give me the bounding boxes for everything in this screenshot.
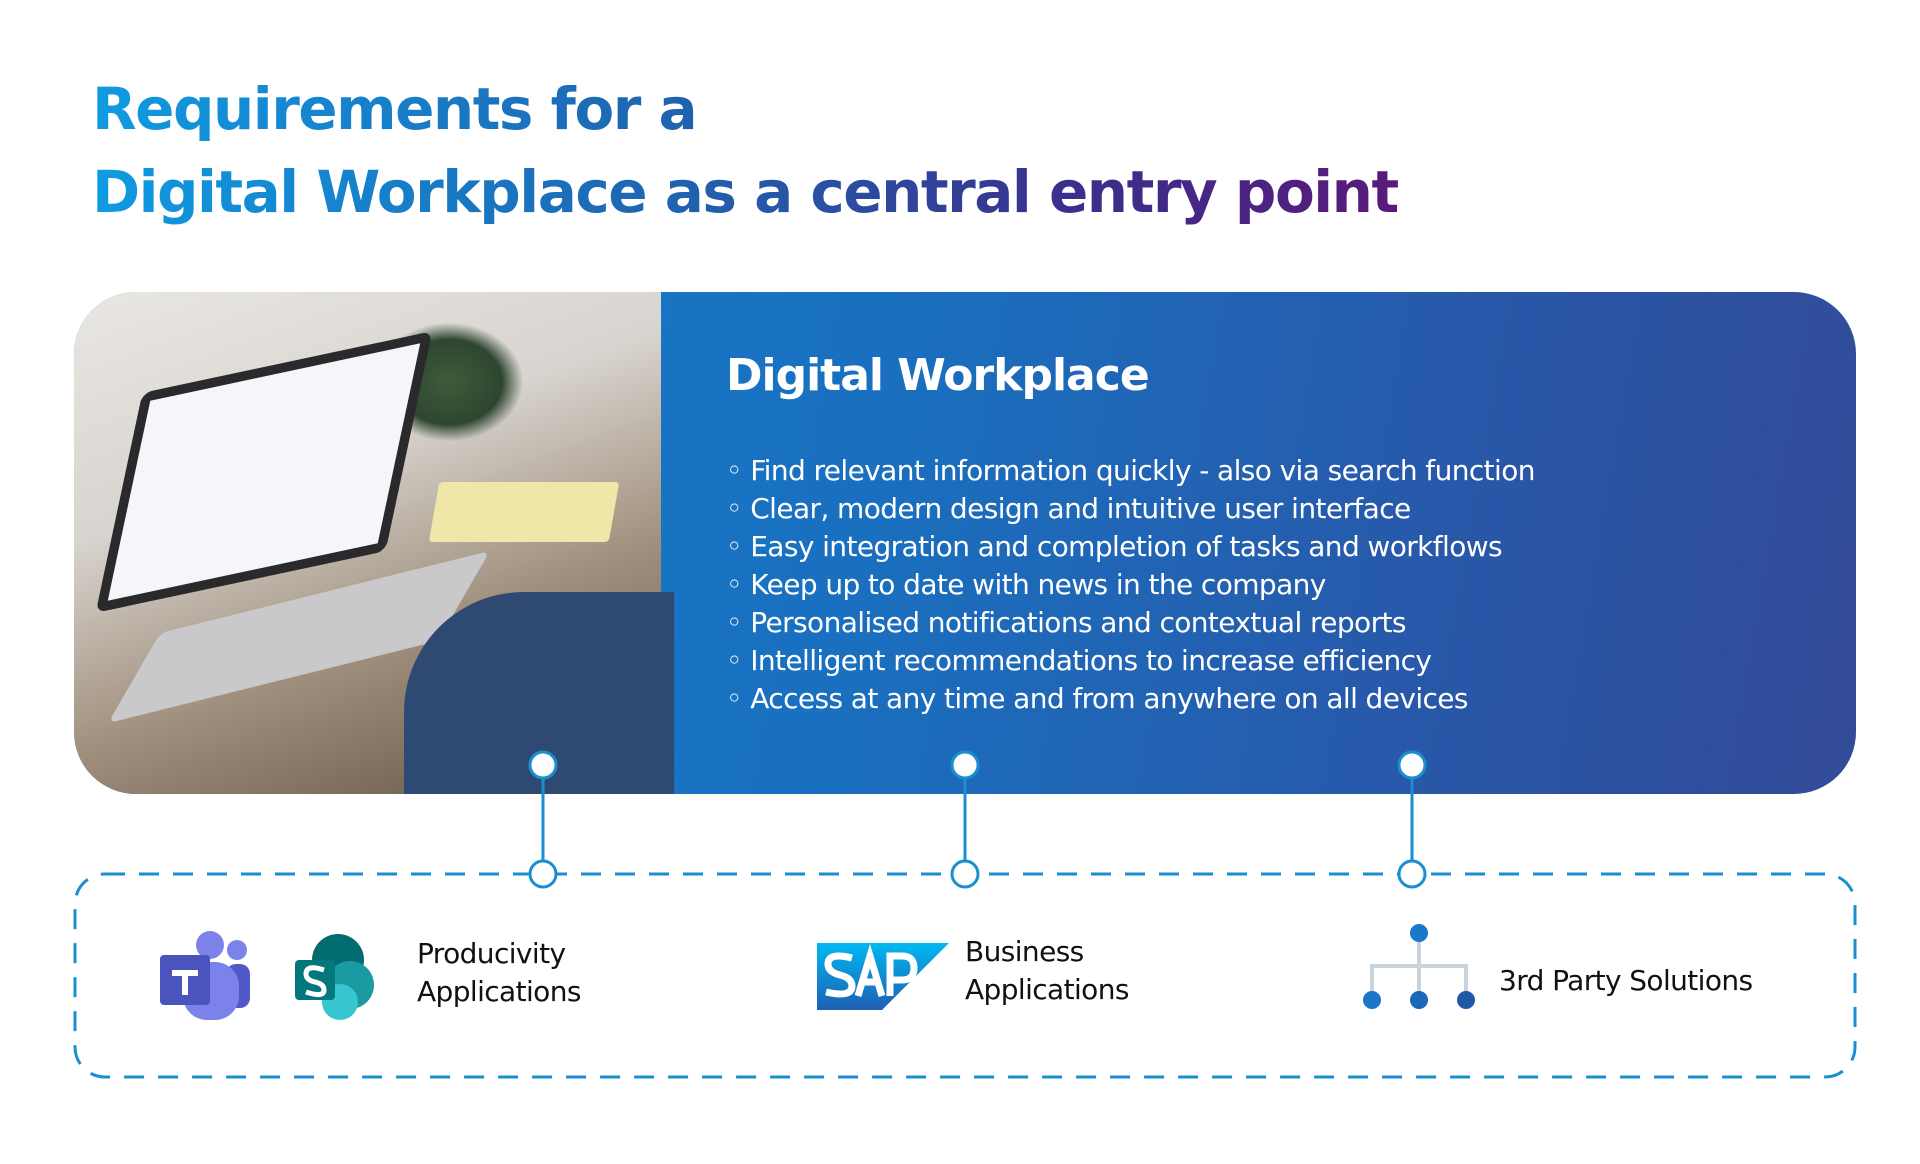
list-item: Clear, modern design and intuitive user …	[726, 490, 1535, 528]
microsoft-teams-icon	[160, 931, 250, 1020]
list-item: Personalised notifications and contextua…	[726, 604, 1535, 642]
list-item: Access at any time and from anywhere on …	[726, 680, 1535, 718]
laptop-photo	[74, 292, 674, 794]
connector-node	[528, 750, 558, 780]
connector-node	[528, 859, 558, 889]
label-line: Applications	[417, 975, 581, 1008]
connector-node	[1397, 750, 1427, 780]
label-line: Producivity	[417, 937, 566, 970]
connector-node	[1397, 859, 1427, 889]
business-applications-label: Business Applications	[965, 933, 1129, 1009]
productivity-applications-label: Producivity Applications	[417, 935, 581, 1011]
sap-logo-lettering	[824, 943, 918, 998]
digital-workplace-banner: Digital Workplace Find relevant informat…	[74, 292, 1856, 794]
third-party-solutions-label: 3rd Party Solutions	[1499, 964, 1753, 997]
connector-node	[950, 859, 980, 889]
sap-logo	[817, 943, 949, 1010]
org-hierarchy-icon	[1363, 924, 1475, 1009]
label-line: Business	[965, 935, 1084, 968]
requirements-list: Find relevant information quickly - also…	[726, 452, 1535, 718]
label-line: Applications	[965, 973, 1129, 1006]
list-item: Find relevant information quickly - also…	[726, 452, 1535, 490]
list-item: Keep up to date with news in the company	[726, 566, 1535, 604]
connector-node	[950, 750, 980, 780]
list-item: Easy integration and completion of tasks…	[726, 528, 1535, 566]
sharepoint-icon	[295, 934, 374, 1020]
banner-heading: Digital Workplace	[726, 350, 1150, 401]
list-item: Intelligent recommendations to increase …	[726, 642, 1535, 680]
connectors	[528, 750, 1427, 889]
